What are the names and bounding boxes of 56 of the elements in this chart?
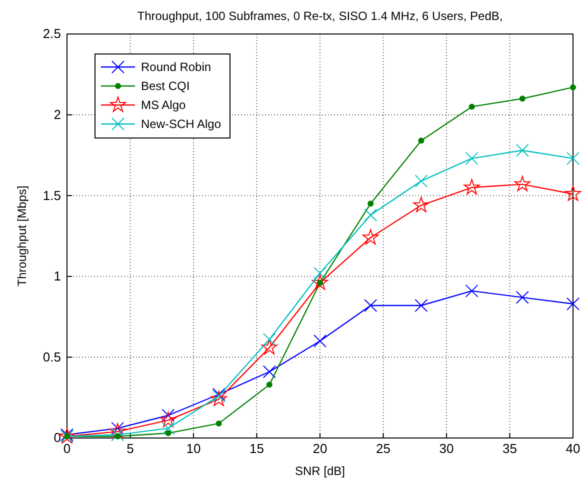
- point: [262, 332, 276, 346]
- x-tick-label: 5: [126, 441, 134, 456]
- chart-title: Throughput, 100 Subframes, 0 Re-tx, SISO 1.4 MHz, 6 Users, PedB,: [137, 9, 503, 23]
- point: [418, 138, 424, 144]
- y-tick-label: 1.5: [42, 188, 61, 203]
- point: [516, 290, 529, 304]
- y-tick-label: 0.5: [42, 349, 61, 364]
- point: [210, 390, 227, 406]
- point: [413, 196, 430, 212]
- point: [110, 423, 126, 438]
- point: [266, 382, 272, 388]
- point: [262, 365, 276, 378]
- point: [312, 274, 328, 290]
- point: [314, 334, 326, 348]
- x-tick-label: 30: [439, 441, 454, 456]
- point: [162, 422, 175, 435]
- x-tick-label: 0: [63, 441, 71, 456]
- point: [465, 152, 478, 165]
- point: [261, 339, 278, 354]
- point: [362, 229, 379, 245]
- legend-label: MS Algo: [141, 98, 186, 112]
- point: [566, 297, 580, 310]
- point: [364, 208, 378, 222]
- point: [364, 298, 378, 312]
- point: [516, 144, 529, 157]
- y-tick-label: 2.5: [42, 26, 61, 42]
- point: [314, 266, 326, 280]
- point: [566, 152, 580, 165]
- point: [160, 412, 176, 428]
- point: [414, 298, 428, 312]
- point: [165, 430, 172, 436]
- legend-label: New-SCH Algo: [141, 117, 222, 131]
- legend-label: Best CQI: [141, 79, 190, 93]
- x-tick-label: 10: [186, 441, 201, 456]
- x-tick-label: 20: [312, 441, 328, 456]
- x-tick-label: 15: [250, 441, 264, 456]
- legend-label: Round Robin: [141, 60, 212, 74]
- x-tick-label: 40: [566, 441, 580, 456]
- x-axis-title: SNR [dB]: [294, 464, 346, 478]
- point: [465, 284, 478, 298]
- point: [216, 420, 222, 426]
- point: [464, 179, 480, 194]
- point: [570, 84, 576, 90]
- x-tick-label: 25: [376, 441, 390, 456]
- y-tick-label: 1: [54, 268, 61, 284]
- point: [114, 433, 121, 440]
- y-tick-label: 0: [54, 430, 61, 446]
- point: [468, 104, 475, 110]
- point: [564, 186, 582, 201]
- point: [514, 176, 530, 192]
- point: [414, 174, 428, 188]
- y-axis-title: Throughput [Mbps]: [15, 186, 29, 286]
- point: [368, 200, 374, 207]
- x-tick-label: 35: [502, 441, 517, 456]
- y-tick-label: 2: [54, 106, 61, 122]
- point: [519, 96, 526, 102]
